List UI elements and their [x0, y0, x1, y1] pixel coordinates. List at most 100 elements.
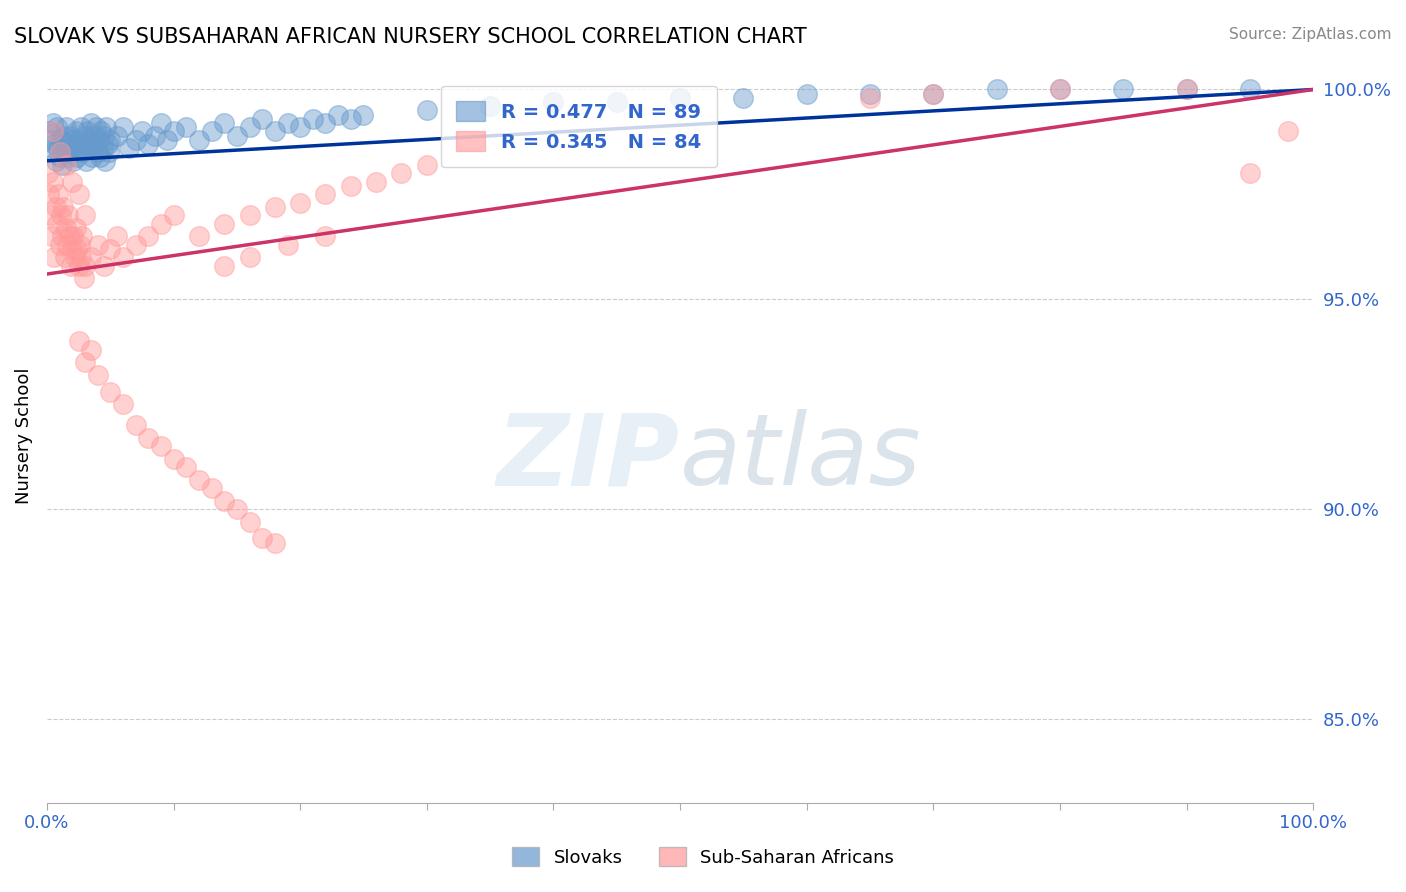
Point — [149, 439, 172, 453]
Point — [97, 145, 120, 160]
Point — [48, 237, 70, 252]
Point — [62, 229, 84, 244]
Point — [276, 237, 298, 252]
Point — [124, 133, 146, 147]
Point — [82, 150, 104, 164]
Point — [58, 208, 80, 222]
Point — [986, 82, 1008, 96]
Point — [46, 187, 69, 202]
Point — [97, 136, 120, 151]
Point — [131, 124, 153, 138]
Point — [65, 221, 87, 235]
Point — [606, 95, 628, 109]
Point — [93, 128, 115, 143]
Point — [391, 166, 413, 180]
Point — [212, 259, 235, 273]
Point — [136, 136, 159, 151]
Point — [70, 250, 93, 264]
Point — [87, 133, 110, 147]
Point — [187, 229, 209, 244]
Point — [77, 141, 100, 155]
Point — [49, 133, 72, 147]
Point — [86, 145, 108, 160]
Point — [733, 91, 755, 105]
Point — [80, 250, 103, 264]
Point — [315, 116, 337, 130]
Point — [63, 136, 86, 151]
Point — [55, 158, 77, 172]
Point — [250, 532, 273, 546]
Point — [72, 271, 94, 285]
Legend: Slovaks, Sub-Saharan Africans: Slovaks, Sub-Saharan Africans — [505, 840, 901, 874]
Point — [46, 120, 69, 135]
Point — [66, 150, 89, 164]
Point — [162, 208, 184, 222]
Point — [111, 397, 134, 411]
Point — [72, 145, 94, 160]
Point — [200, 124, 222, 138]
Point — [263, 200, 285, 214]
Point — [46, 217, 69, 231]
Point — [39, 208, 62, 222]
Point — [67, 334, 90, 348]
Point — [59, 128, 82, 143]
Point — [94, 153, 117, 168]
Point — [174, 120, 197, 135]
Point — [98, 133, 121, 147]
Point — [136, 229, 159, 244]
Point — [55, 221, 77, 235]
Point — [859, 91, 882, 105]
Point — [63, 250, 86, 264]
Point — [98, 242, 121, 256]
Point — [143, 128, 166, 143]
Point — [479, 99, 502, 113]
Point — [56, 237, 79, 252]
Point — [84, 120, 107, 135]
Point — [149, 217, 172, 231]
Point — [1049, 82, 1071, 96]
Point — [59, 141, 82, 155]
Point — [60, 242, 83, 256]
Point — [65, 124, 87, 138]
Point — [84, 128, 107, 143]
Point — [38, 187, 60, 202]
Point — [73, 355, 96, 369]
Point — [59, 259, 82, 273]
Legend: R = 0.477   N = 89, R = 0.345   N = 84: R = 0.477 N = 89, R = 0.345 N = 84 — [440, 86, 717, 168]
Point — [91, 141, 114, 155]
Point — [44, 136, 66, 151]
Point — [301, 112, 323, 126]
Point — [48, 150, 70, 164]
Point — [118, 141, 141, 155]
Point — [669, 91, 692, 105]
Point — [124, 237, 146, 252]
Point — [111, 250, 134, 264]
Point — [56, 136, 79, 151]
Point — [55, 120, 77, 135]
Point — [67, 259, 90, 273]
Point — [1239, 82, 1261, 96]
Point — [67, 187, 90, 202]
Point — [315, 187, 337, 202]
Point — [1112, 82, 1135, 96]
Point — [67, 141, 90, 155]
Point — [86, 368, 108, 382]
Point — [59, 229, 82, 244]
Point — [238, 250, 260, 264]
Point — [416, 158, 439, 172]
Point — [238, 120, 260, 135]
Point — [69, 237, 91, 252]
Point — [922, 87, 945, 101]
Point — [238, 515, 260, 529]
Point — [69, 133, 91, 147]
Point — [66, 242, 89, 256]
Point — [328, 108, 350, 122]
Point — [416, 103, 439, 118]
Point — [75, 153, 97, 168]
Point — [89, 150, 111, 164]
Point — [225, 502, 247, 516]
Point — [53, 250, 76, 264]
Point — [76, 124, 98, 138]
Point — [263, 124, 285, 138]
Point — [149, 116, 172, 130]
